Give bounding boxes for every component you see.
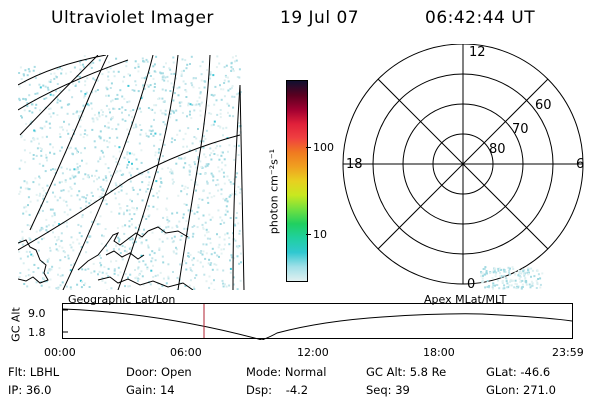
info-gain: Gain: 14 [126,383,175,397]
info-glat-value: -46.6 [520,365,551,379]
lat-label-70: 70 [512,122,529,137]
mlt-label-6: 6 [576,157,584,172]
info-gcalt-value: 5.8 Re [409,365,447,379]
info-glat-label: GLat: [486,365,517,379]
timeline-xtick-1200: 12:00 [297,346,329,359]
instrument-title: Ultraviolet Imager [51,8,214,28]
info-seq: Seq: 39 [366,383,410,397]
timeline-xtick-2359: 23:59 [552,346,584,359]
date-label: 19 Jul 07 [280,8,360,28]
colorbar-tick-100 [306,147,311,148]
geographic-image [18,55,245,290]
timeline-ytick-max: 9.0 [28,307,46,320]
info-glat: GLat: -46.6 [486,365,550,379]
info-gcalt-label: GC Alt: [366,365,407,379]
info-ip-label: IP: [8,383,23,397]
polar-mlat-mlt-plot: 12 18 6 0 60 70 80 [342,44,584,292]
info-gain-label: Gain: [126,383,157,397]
colorbar-tick-10 [306,234,311,235]
polar-emission-speckles [480,266,544,290]
timeline-ytick-min: 1.8 [28,326,46,339]
info-door-value: Open [160,365,192,379]
colorbar-label-100: 100 [313,141,334,154]
gc-alt-timeline [62,303,573,340]
timeline-xtick-0000: 00:00 [44,346,76,359]
info-flt-value: LBHL [29,365,60,379]
apex-label: Apex MLat/MLT [424,293,507,306]
info-seq-value: 39 [395,383,410,397]
info-glon-value: 271.0 [522,383,556,397]
coastline [18,226,194,290]
time-label: 06:42:44 UT [425,8,536,28]
colorbar-label-10: 10 [313,228,327,241]
geographic-label: Geographic Lat/Lon [68,293,176,306]
info-ip-value: 36.0 [25,383,52,397]
mlt-label-0: 0 [467,277,475,292]
lat-lon-grid [18,55,241,290]
timeline-xtick-0600: 06:00 [170,346,202,359]
color-bar [286,80,308,282]
timeline-xtick-1800: 18:00 [423,346,455,359]
mlt-diagonal-2 [377,78,549,250]
lat-label-60: 60 [535,98,552,113]
info-mode-label: Mode: [246,365,282,379]
info-dsp: Dsp: -4.2 [246,383,308,397]
colorbar-unit-label: photon cm⁻²s⁻¹ [267,148,281,235]
info-mode-value: Normal [284,365,327,379]
info-gcalt: GC Alt: 5.8 Re [366,365,446,379]
info-door-label: Door: [126,365,158,379]
mlt-label-18: 18 [346,157,363,172]
gc-alt-curve [62,308,573,340]
info-glon-label: GLon: [486,383,520,397]
info-glon: GLon: 271.0 [486,383,556,397]
info-seq-label: Seq: [366,383,392,397]
info-door: Door: Open [126,365,192,379]
mlt-label-12: 12 [469,45,486,60]
earth-limb [239,84,245,290]
info-dsp-value: -4.2 [285,383,309,397]
timeline-ylabel: GC Alt [9,307,23,342]
lat-label-80: 80 [489,142,506,157]
info-dsp-label: Dsp: [246,383,273,397]
info-flt-label: Flt: [8,365,27,379]
info-flt: Flt: LBHL [8,365,59,379]
info-mode: Mode: Normal [246,365,326,379]
info-ip: IP: 36.0 [8,383,51,397]
info-gain-value: 14 [159,383,175,397]
